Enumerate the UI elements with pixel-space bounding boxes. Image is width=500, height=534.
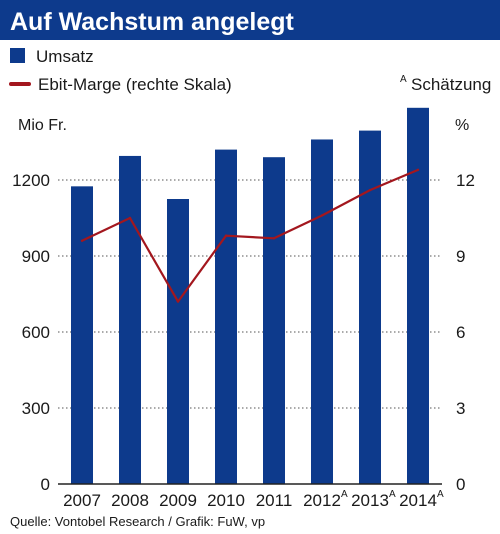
x-tick-label: 2010: [207, 491, 245, 510]
x-tick-label: 2012: [303, 491, 341, 510]
estimate-marker: A: [400, 74, 407, 85]
right-tick-label: 12: [456, 171, 475, 190]
legend-line-swatch: [9, 82, 31, 86]
right-tick-label: 0: [456, 475, 465, 494]
left-tick-label: 1200: [12, 171, 50, 190]
bar-2013: [359, 130, 381, 484]
left-tick-label: 300: [22, 399, 50, 418]
margin-point-2008: [128, 216, 132, 220]
left-tick-label: 0: [41, 475, 50, 494]
legend-line-label: Ebit-Marge (rechte Skala): [38, 75, 232, 94]
x-tick-label: 2014: [399, 491, 437, 510]
bar-2009: [167, 199, 189, 484]
bar-2010: [215, 149, 237, 484]
bar-2011: [263, 157, 285, 484]
x-tick-label: 2011: [256, 491, 293, 510]
left-tick-label: 900: [22, 247, 50, 266]
legend-bars-label: Umsatz: [36, 47, 94, 66]
bar-2012: [311, 139, 333, 484]
right-axis-unit: %: [455, 117, 469, 134]
estimate-superscript: A: [341, 489, 348, 500]
estimate-superscript: A: [437, 489, 444, 500]
margin-point-2012: [320, 214, 324, 217]
right-tick-label: 9: [456, 247, 465, 266]
x-tick-label: 2008: [111, 491, 149, 510]
margin-point-2010: [224, 234, 228, 237]
bar-2014: [407, 107, 429, 485]
margin-point-2009: [176, 300, 180, 303]
x-tick-label: 2007: [63, 491, 101, 510]
margin-point-2013: [368, 188, 372, 192]
estimate-superscript: A: [389, 489, 396, 500]
left-tick-label: 600: [22, 323, 50, 342]
bar-2007: [71, 186, 93, 485]
margin-point-2011: [272, 237, 276, 240]
bar-2008: [119, 155, 141, 484]
right-tick-label: 6: [456, 323, 465, 342]
right-tick-label: 3: [456, 399, 465, 418]
source-note: Quelle: Vontobel Research / Grafik: FuW,…: [10, 514, 265, 529]
left-axis-unit: Mio Fr.: [18, 117, 67, 134]
legend-bar-swatch: [10, 48, 25, 63]
x-tick-label: 2013: [351, 491, 389, 510]
margin-point-2014: [416, 168, 420, 172]
title-background: [0, 0, 500, 40]
margin-point-2007: [80, 239, 84, 242]
chart-title: Auf Wachstum angelegt: [10, 8, 294, 36]
estimate-label: Schätzung: [411, 75, 491, 94]
margin-line: [81, 168, 419, 303]
x-tick-label: 2009: [159, 491, 197, 510]
